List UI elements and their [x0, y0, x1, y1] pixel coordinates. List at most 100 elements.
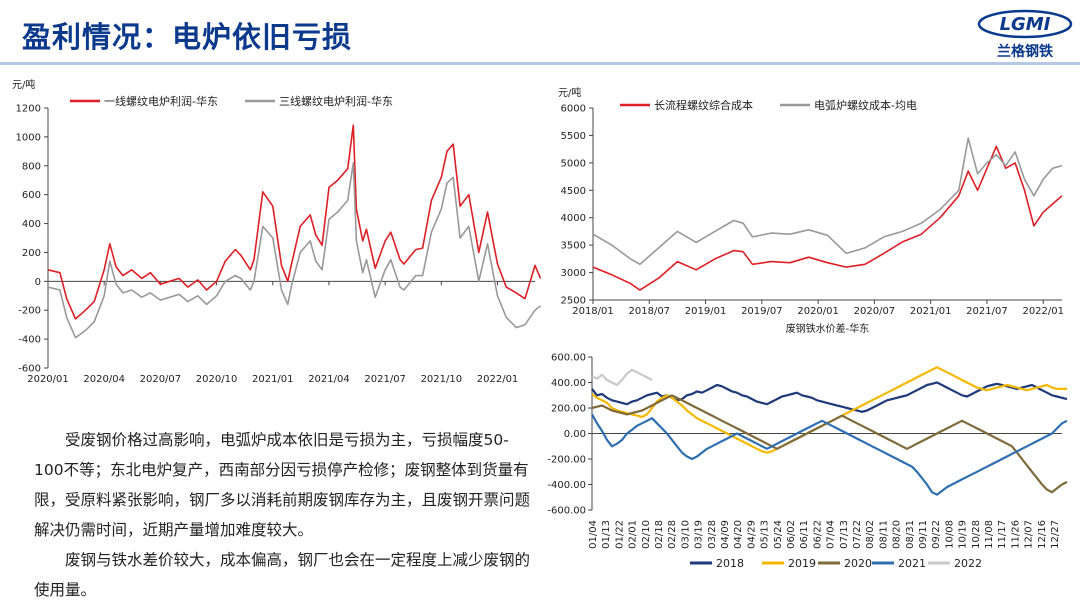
- x-tick-label: 10/08: [944, 520, 955, 549]
- x-tick-label: 01/13: [601, 520, 612, 549]
- y-tick-label: 200.00: [551, 404, 586, 415]
- x-tick-label: 01/04: [588, 520, 599, 549]
- y-tick-label: 600.00: [551, 353, 586, 364]
- x-tick-label: 11/17: [997, 520, 1008, 549]
- logo-chinese: 兰格钢铁: [997, 43, 1053, 60]
- y-tick-label: 0: [35, 277, 41, 288]
- y-unit-label: 元/吨: [558, 86, 581, 99]
- x-tick-label: 07/04: [826, 520, 837, 549]
- legend-label-1: 一线螺纹电炉利润-华东: [104, 94, 218, 108]
- series-line-2019: [591, 366, 1067, 454]
- series-line-1: [592, 145, 1063, 291]
- y-tick-label: 0.00: [564, 429, 586, 440]
- y-tick-label: -400: [18, 335, 41, 346]
- legend-label-2: 三线螺纹电炉利润-华东: [279, 94, 393, 108]
- y-tick-label: -200: [18, 306, 41, 317]
- x-tick-label: 01/22: [614, 520, 625, 549]
- x-tick-label: 02/28: [667, 520, 678, 549]
- x-tick-label: 2021/10: [421, 374, 463, 385]
- x-tick-label: 2020/04: [83, 374, 125, 385]
- x-tick-label: 2021/04: [308, 374, 350, 385]
- x-tick-label: 2020/07: [140, 374, 182, 385]
- x-tick-label: 10/19: [958, 520, 969, 549]
- x-tick-label: 2018/07: [629, 306, 671, 317]
- y-tick-label: 1200: [16, 104, 41, 115]
- x-tick-label: 12/27: [1050, 520, 1061, 549]
- series-line-2: [47, 162, 542, 339]
- x-tick-label: 03/19: [694, 520, 705, 549]
- series-line-1: [47, 124, 542, 320]
- logo-swoosh: [977, 9, 1073, 39]
- y-tick-label: 800: [22, 161, 41, 172]
- x-tick-label: 05/13: [760, 520, 771, 549]
- x-tick-label: 2020/01: [27, 374, 69, 385]
- x-tick-label: 2020/10: [196, 374, 238, 385]
- y-tick-label: -400.00: [547, 480, 586, 491]
- company-logo: LGMI 兰格钢铁: [977, 9, 1073, 60]
- legend-label-2022: 2022: [954, 557, 982, 570]
- x-tick-label: 08/31: [905, 520, 916, 549]
- y-tick-label: 1000: [16, 132, 41, 143]
- x-tick-label: 04/20: [733, 520, 744, 549]
- x-tick-label: 12/07: [1024, 520, 1035, 549]
- legend-label-2021: 2021: [898, 557, 926, 570]
- x-tick-label: 04/29: [746, 520, 757, 549]
- x-tick-label: 04/09: [720, 520, 731, 549]
- commentary-paragraph-1: 受废钢价格过高影响，电弧炉成本依旧是亏损为主，亏损幅度50-100不等；东北电炉…: [34, 431, 531, 539]
- profit-chart: -600 -400 -200 0 200 400 600 800 1000 1200 2020/01…: [12, 78, 542, 385]
- y-tick-label: 6000: [561, 104, 586, 115]
- commentary-paragraph-2: 废钢与铁水差价较大，成本偏高，钢厂也会在一定程度上减少废钢的使用量。: [34, 551, 531, 599]
- y-tick-label: -600.00: [547, 506, 586, 517]
- y-tick-label: 5000: [561, 158, 586, 169]
- x-tick-label: 08/11: [878, 520, 889, 549]
- x-tick-label: 2020/07: [854, 306, 896, 317]
- x-tick-label: 2021/07: [966, 306, 1008, 317]
- x-tick-label: 12/16: [1037, 520, 1048, 549]
- spread-chart: -600.00 -400.00 -200.00 0.00 200.00 400.00 600…: [547, 353, 1068, 570]
- x-tick-label: 2020/01: [797, 306, 839, 317]
- y-tick-label: 4500: [561, 186, 586, 197]
- y-tick-label: 200: [22, 248, 41, 259]
- legend-label-2018: 2018: [716, 557, 744, 570]
- x-tick-label: 2018/01: [572, 306, 614, 317]
- legend-label-1: 长流程螺纹综合成本: [654, 98, 753, 112]
- y-tick-label: -200.00: [547, 455, 586, 466]
- x-tick-label: 02/01: [628, 520, 639, 549]
- x-tick-label: 2021/01: [252, 374, 294, 385]
- y-unit-label: 元/吨: [12, 78, 35, 91]
- x-tick-label: 2019/07: [741, 306, 783, 317]
- series-line-2020: [591, 394, 1068, 494]
- y-tick-label: 4000: [561, 213, 586, 224]
- x-tick-label: 09/22: [931, 520, 942, 549]
- x-tick-label: 10/28: [971, 520, 982, 549]
- x-tick-label: 06/11: [799, 520, 810, 549]
- x-tick-label: 2021/01: [910, 306, 952, 317]
- x-tick-label: 2019/01: [685, 306, 727, 317]
- legend-label-2020: 2020: [844, 557, 872, 570]
- x-tick-label: 06/02: [786, 520, 797, 549]
- x-tick-label: 08/02: [865, 520, 876, 549]
- x-axis-title: 废钢铁水价差-华东: [786, 322, 870, 335]
- x-tick-label: 03/10: [680, 520, 691, 549]
- x-tick-label: 06/22: [812, 520, 823, 549]
- x-tick-label: 09/11: [918, 520, 929, 549]
- y-tick-label: 400.00: [551, 378, 586, 389]
- page-title: 盈利情况：电炉依旧亏损: [22, 20, 353, 54]
- y-tick-label: 3000: [561, 268, 586, 279]
- cost-chart: 2500 3000 3500 4000 4500 5000 5500 6000 2018/01 2…: [558, 86, 1064, 335]
- x-tick-label: 2022/01: [477, 374, 519, 385]
- x-tick-label: 07/13: [839, 520, 850, 549]
- y-tick-label: 400: [22, 219, 41, 230]
- x-tick-label: 03/28: [707, 520, 718, 549]
- x-tick-label: 05/24: [773, 520, 784, 549]
- y-tick-label: 5500: [561, 131, 586, 142]
- x-tick-label: 11/26: [1010, 520, 1021, 549]
- y-tick-label: 3500: [561, 241, 586, 252]
- x-tick-label: 02/10: [641, 520, 652, 549]
- commentary: 受废钢价格过高影响，电弧炉成本依旧是亏损为主，亏损幅度50-100不等；东北电炉…: [34, 425, 534, 605]
- series-line-2: [592, 137, 1063, 266]
- logo-letters: LGMI: [1000, 14, 1051, 35]
- legend-label-2019: 2019: [788, 557, 816, 570]
- x-tick-label: 2022/01: [1022, 306, 1064, 317]
- y-tick-label: 2500: [561, 296, 586, 307]
